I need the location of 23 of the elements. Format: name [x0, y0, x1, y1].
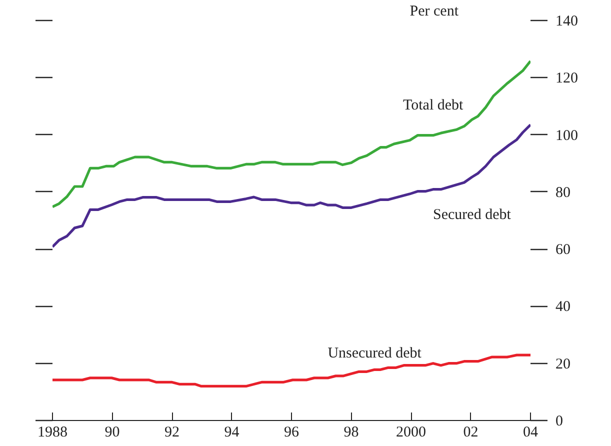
series-label: Unsecured debt: [328, 346, 422, 362]
series-label: Total debt: [403, 97, 464, 114]
x-tick-label: 96: [284, 424, 300, 440]
y-axis-title: Per cent: [410, 4, 460, 20]
x-tick-label: 90: [104, 424, 120, 440]
y-tick-label: 120: [556, 70, 578, 87]
line-series: [52, 60, 530, 208]
y-tick-label: 100: [556, 128, 578, 144]
line-series: [52, 123, 530, 248]
y-tick-label: 20: [556, 356, 570, 372]
x-tick-label: 92: [164, 424, 180, 440]
x-tick-label: 94: [224, 424, 240, 440]
x-tick-label: 98: [344, 424, 359, 440]
x-tick-label: 1988: [38, 424, 68, 440]
x-tick-label: 02: [463, 424, 478, 440]
y-tick-label: 0: [556, 414, 563, 430]
y-tick-label: 80: [556, 184, 570, 201]
series-label: Secured debt: [433, 207, 512, 224]
y-tick-label: 40: [556, 299, 570, 316]
y-tick-label: 60: [556, 242, 570, 258]
x-tick-label: 2000: [396, 424, 426, 440]
x-tick-label: 04: [523, 424, 538, 440]
y-tick-label: 140: [556, 14, 578, 30]
